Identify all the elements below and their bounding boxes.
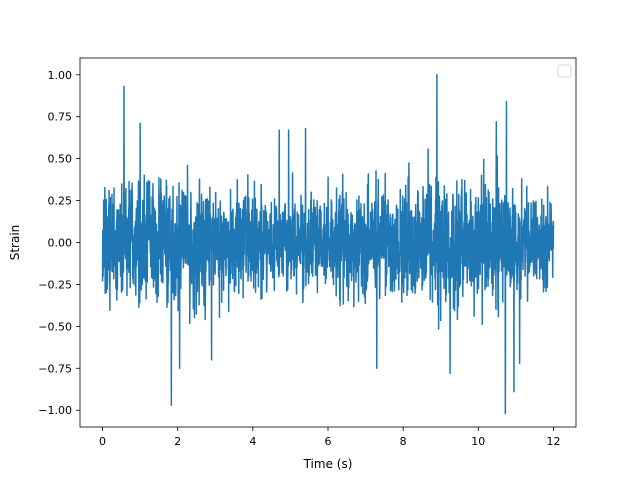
y-tick-label: 0.25 [48, 195, 73, 208]
y-tick-label: 0.50 [48, 153, 73, 166]
x-axis-ticks: 0 2 4 6 8 10 12 [99, 427, 560, 448]
y-tick-label: −1.00 [38, 404, 72, 417]
y-tick-label: 1.00 [48, 69, 73, 82]
series-layer [101, 74, 555, 415]
y-axis-label: Strain [8, 225, 22, 261]
plot-area [79, 57, 577, 428]
legend-box [557, 64, 572, 78]
strain-series-line [101, 74, 555, 415]
x-tick-label: 4 [249, 435, 256, 448]
x-tick-label: 6 [325, 435, 332, 448]
y-tick-label: 0.75 [48, 111, 73, 124]
x-tick-label: 0 [99, 435, 106, 448]
x-axis-label: Time (s) [303, 457, 353, 471]
x-tick-label: 12 [546, 435, 560, 448]
x-tick-label: 10 [471, 435, 485, 448]
y-tick-label: 0.00 [48, 237, 73, 250]
x-tick-label: 8 [400, 435, 407, 448]
y-tick-label: −0.75 [38, 362, 72, 375]
y-axis-ticks: −1.00 −0.75 −0.50 −0.25 0.00 0.25 0.50 0.75 1.00 [38, 69, 80, 417]
y-tick-label: −0.25 [38, 278, 72, 291]
y-tick-label: −0.50 [38, 320, 72, 333]
x-tick-label: 2 [174, 435, 181, 448]
